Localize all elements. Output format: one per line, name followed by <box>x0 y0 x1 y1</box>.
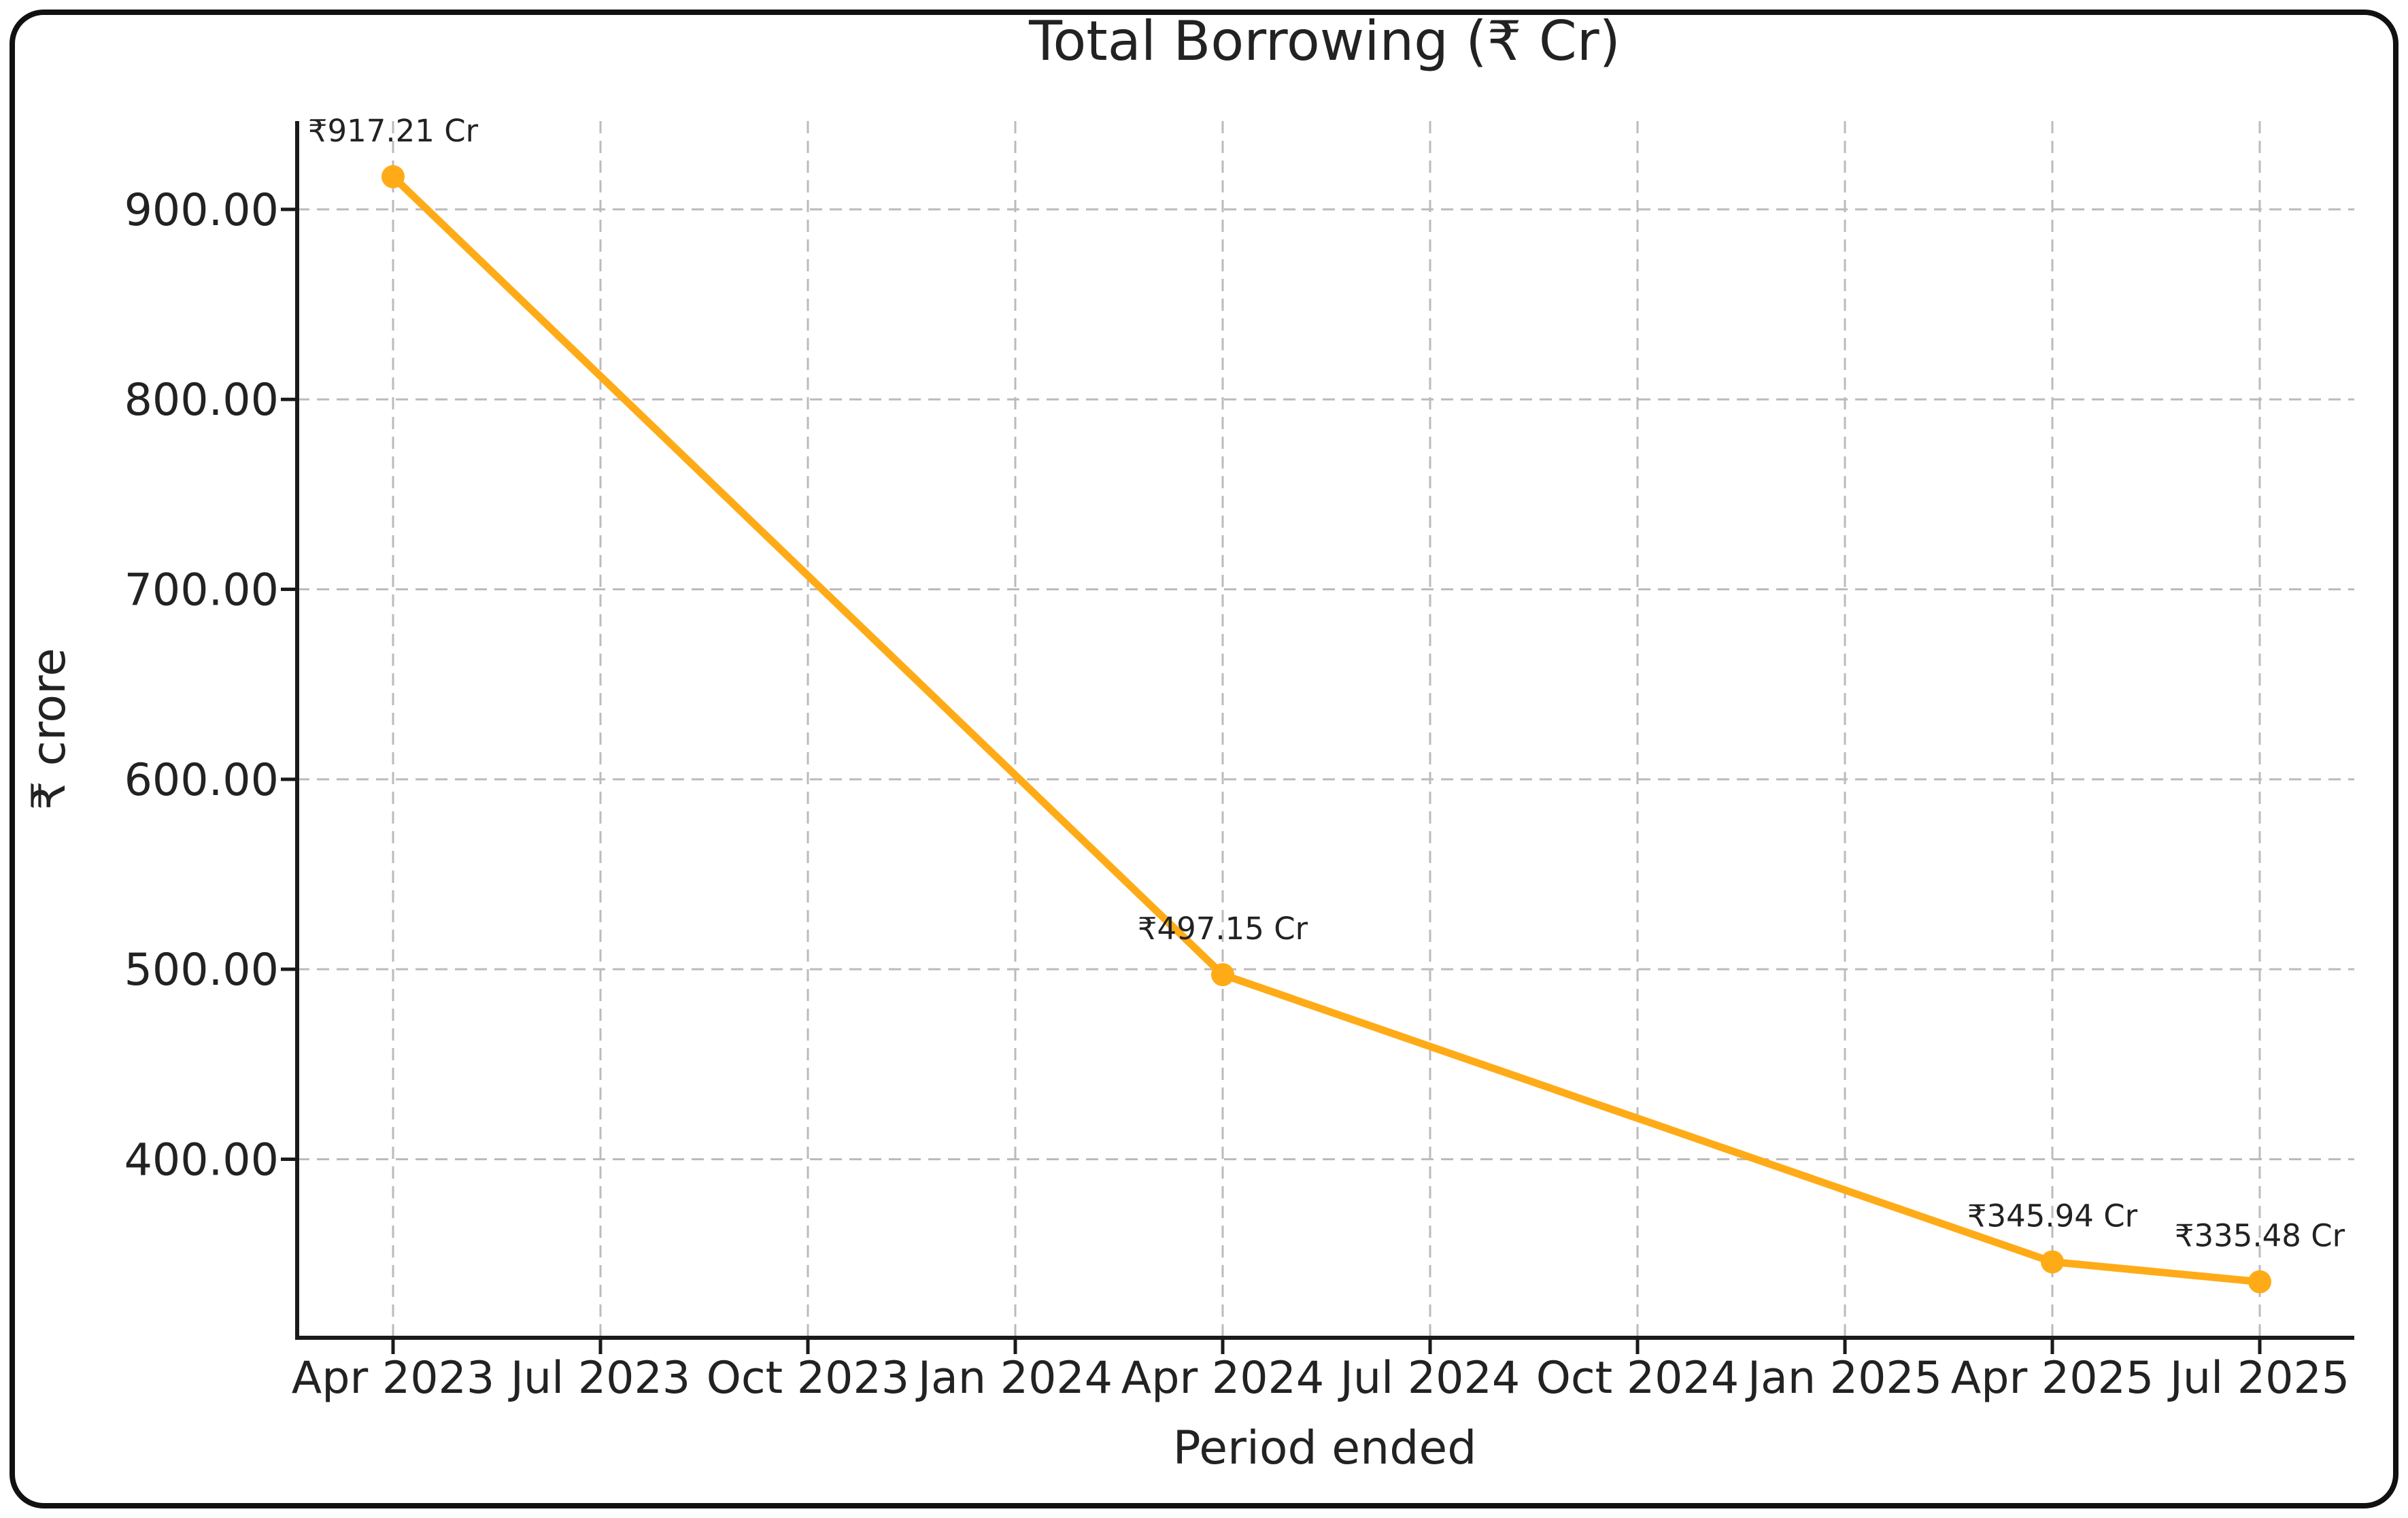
series-line <box>389 173 2264 1286</box>
point-annotations: ₹917.21 Cr ₹497.15 Cr ₹345.94 Cr ₹335.48 Cr <box>308 113 2345 1254</box>
axis-ticks <box>281 207 2262 1354</box>
x-tick-label: Jul 2025 <box>2167 1353 2350 1404</box>
data-point-label: ₹497.15 Cr <box>1138 911 1308 947</box>
x-tick-label: Jul 2024 <box>1338 1353 1521 1404</box>
x-tick-label: Oct 2024 <box>1536 1353 1739 1404</box>
data-point-marker <box>1211 963 1234 987</box>
y-tick-label: 900.00 <box>124 185 279 236</box>
y-tick-label: 400.00 <box>124 1134 279 1185</box>
x-tick-label: Jan 2025 <box>1745 1353 1942 1404</box>
data-point-marker <box>2041 1250 2064 1274</box>
y-tick-label: 700.00 <box>124 565 279 616</box>
x-tick-label: Apr 2025 <box>1951 1353 2154 1404</box>
data-point-marker <box>2248 1270 2271 1294</box>
x-tick-label: Apr 2023 <box>292 1353 495 1404</box>
y-tick-label: 600.00 <box>124 755 279 806</box>
gridlines <box>297 121 2354 1338</box>
x-axis-label: Period ended <box>1173 1421 1477 1475</box>
y-tick-label: 800.00 <box>124 375 279 426</box>
chart-title: Total Borrowing (₹ Cr) <box>1028 10 1621 73</box>
x-tick-label: Jan 2024 <box>915 1353 1113 1404</box>
x-tick-label: Jul 2023 <box>508 1353 691 1404</box>
data-point-label: ₹345.94 Cr <box>1967 1198 2138 1234</box>
y-tick-label: 500.00 <box>124 945 279 996</box>
x-tick-label: Apr 2024 <box>1121 1353 1325 1404</box>
data-series <box>381 165 2271 1294</box>
data-point-label: ₹917.21 Cr <box>308 113 479 149</box>
tick-labels: Apr 2023 Jul 2023 Oct 2023 Jan 2024 Apr 2024… <box>124 185 2350 1404</box>
data-point-marker <box>381 165 405 188</box>
y-axis-label: ₹ crore <box>22 648 76 811</box>
data-point-label: ₹335.48 Cr <box>2175 1218 2345 1254</box>
x-tick-label: Oct 2023 <box>707 1353 909 1404</box>
figure-frame <box>10 10 2398 1508</box>
